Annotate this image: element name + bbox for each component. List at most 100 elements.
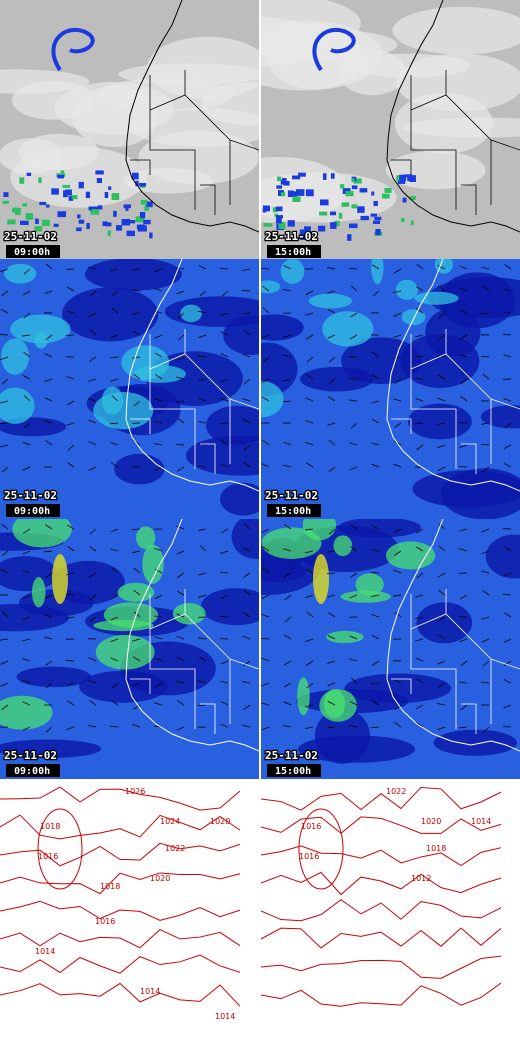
precip-pixel (262, 208, 267, 213)
wind-arrow (89, 700, 97, 706)
wind-arrow (44, 420, 53, 424)
wind-arrow (22, 594, 31, 600)
wind-arrow (370, 726, 380, 729)
precip-pixel (397, 180, 406, 184)
precip-pixel (399, 174, 407, 181)
precip-pixel (359, 188, 368, 193)
wind-arrow (327, 635, 336, 640)
wind-arrow (154, 420, 163, 424)
time-box (267, 764, 321, 777)
panel-date: 25-11-02 (4, 230, 57, 243)
wind-arrow (242, 353, 251, 358)
wind-arrow (198, 420, 207, 424)
isobar-label: 1016 (299, 852, 319, 861)
wind-arrow (327, 682, 336, 687)
wind-arrow (416, 572, 424, 579)
wind-arrow (415, 398, 424, 402)
wind-arrow (23, 422, 31, 429)
wind-calm (16, 666, 92, 688)
wind-arrow (66, 376, 75, 380)
wind-arrow (438, 589, 446, 596)
wind-arrow (110, 638, 119, 643)
wind-arrow (198, 572, 207, 576)
wind-arrow (460, 704, 468, 711)
wind-arrow (1, 704, 9, 711)
isobar (261, 786, 502, 811)
precip-pixel (51, 188, 59, 195)
precip-pixel (7, 219, 16, 225)
wind-arrow (393, 268, 402, 274)
precip-pixel (145, 201, 153, 208)
wind-arrow (458, 616, 468, 618)
time-box (6, 764, 60, 777)
panel-time: 09:00h (14, 247, 50, 258)
precip-pixel (373, 200, 378, 207)
wind-arrow (416, 263, 424, 270)
wind-arrow (111, 395, 119, 402)
isobar-label: 1018 (40, 822, 60, 831)
wind-arrow (177, 700, 185, 706)
wind-arrow (393, 678, 402, 684)
wind-calm (412, 470, 520, 508)
precip-pixel (262, 205, 271, 212)
wind-arrow (0, 569, 9, 574)
wind-calm (84, 259, 182, 291)
wind-arrow (89, 290, 97, 297)
wind-arrow (110, 268, 119, 272)
map-panel: 25-11-02 15:00h (261, 259, 520, 519)
wind-arrow (22, 290, 31, 296)
wind-arrow (22, 638, 31, 642)
wind-arrow (155, 374, 163, 380)
wind-arrow (243, 704, 251, 711)
precip-pixel (85, 191, 91, 199)
wind-arrow (133, 567, 141, 574)
wind-arrow (132, 638, 141, 642)
wind-arrow (45, 334, 53, 341)
wind-arrow (283, 354, 292, 358)
wind-arrow (504, 422, 512, 429)
wind-arrow (243, 611, 251, 618)
wind-arrow (220, 528, 229, 534)
wind-calm (223, 315, 259, 355)
wind-arrow (438, 312, 446, 319)
wind-arrow (177, 334, 185, 341)
wind-arrow (283, 660, 292, 666)
wind-arrow (393, 463, 402, 468)
wind-arrow (66, 700, 75, 706)
coastline (386, 519, 520, 752)
precip-pixel (107, 230, 111, 237)
wind-arrow (350, 422, 358, 429)
wind-arrow (154, 636, 163, 640)
wind-strong (136, 526, 156, 550)
wind-calm (297, 735, 415, 763)
wind-arrow (459, 309, 468, 314)
panel-date: 25-11-02 (4, 489, 57, 502)
wind-arrow (0, 268, 9, 273)
isobar (261, 899, 502, 922)
wind-arrow (176, 525, 185, 530)
precip-pixel (275, 216, 282, 224)
wind-arrow (66, 616, 75, 619)
wind-arrow (371, 264, 380, 270)
wind-arrow (261, 334, 270, 339)
wind-arrow (415, 657, 424, 662)
wind-calm (428, 277, 520, 319)
precip-pixel (46, 204, 50, 208)
wind-arrow (504, 546, 512, 552)
coastline (125, 259, 259, 492)
precip-pixel (135, 216, 145, 223)
wind-arrow (88, 266, 97, 270)
wind-arrow (261, 657, 270, 662)
wind-arrow (66, 682, 75, 686)
isobar (0, 900, 241, 921)
wind-arrow (305, 594, 314, 599)
wind-arrow (349, 635, 358, 640)
precip-pixel (287, 190, 294, 198)
precip-pixel (322, 173, 327, 180)
wind-arrow (327, 726, 336, 729)
wind-strong (95, 634, 155, 670)
precip-pixel (283, 181, 290, 186)
wind-strong (0, 695, 53, 730)
wind-arrow (133, 611, 141, 618)
precip-pixel (305, 189, 314, 197)
